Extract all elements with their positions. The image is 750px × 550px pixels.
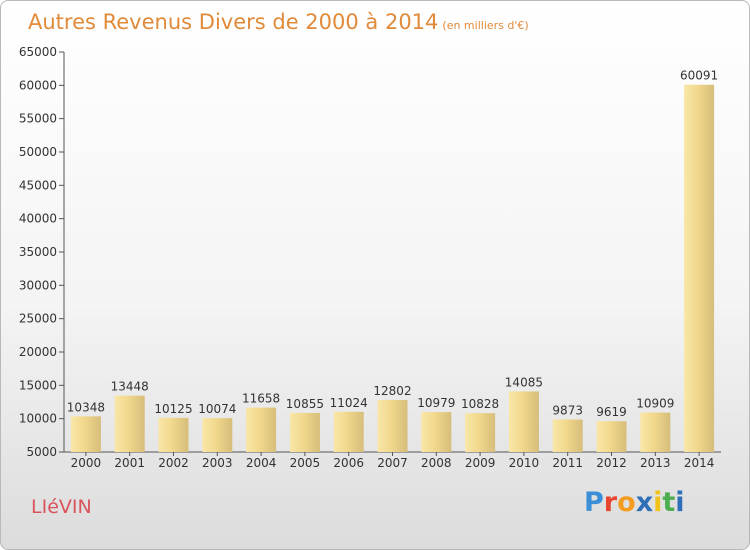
x-tick-label: 2014 xyxy=(684,456,715,470)
chart-bars xyxy=(70,84,715,452)
chart-title-text: Autres Revenus Divers de 2000 à 2014 xyxy=(28,10,439,34)
y-tick-label: 60000 xyxy=(19,78,57,92)
x-tick-label: 2004 xyxy=(246,456,277,470)
bar-2001 xyxy=(114,395,145,452)
data-label: 10855 xyxy=(286,397,324,411)
y-tick-label: 35000 xyxy=(19,245,57,259)
y-tick-label: 25000 xyxy=(19,312,57,326)
y-tick-label: 40000 xyxy=(19,212,57,226)
bar-2014 xyxy=(684,84,715,452)
bar-2003 xyxy=(202,418,233,452)
bar-2002 xyxy=(158,417,189,452)
y-tick-label: 20000 xyxy=(19,345,57,359)
y-tick-label: 30000 xyxy=(19,278,57,292)
chart-unit: (en milliers d'€) xyxy=(442,19,529,32)
x-tick-label: 2008 xyxy=(421,456,452,470)
x-tick-label: 2010 xyxy=(509,456,540,470)
x-tick-label: 2005 xyxy=(290,456,321,470)
city-name: LIéVIN xyxy=(31,496,92,518)
x-tick-label: 2012 xyxy=(596,456,627,470)
chart-labels: 2000 10348 2001 13448 2002 10125 2003 10074 2004… xyxy=(67,69,718,470)
x-tick-label: 2000 xyxy=(71,456,102,470)
bar-2004 xyxy=(246,407,277,452)
bar-2011 xyxy=(552,419,583,452)
data-label: 9619 xyxy=(596,405,627,419)
data-label: 11024 xyxy=(330,396,368,410)
chart-axes: 5000 10000 15000 20000 25000 30000 35000 40000 4… xyxy=(19,45,721,459)
data-label: 10074 xyxy=(198,402,236,416)
data-label: 60091 xyxy=(680,69,718,83)
y-tick-label: 5000 xyxy=(26,445,57,459)
y-tick-label: 15000 xyxy=(19,378,57,392)
x-tick-label: 2011 xyxy=(552,456,583,470)
data-label: 13448 xyxy=(111,380,149,394)
x-tick-label: 2007 xyxy=(377,456,408,470)
data-label: 11658 xyxy=(242,392,280,406)
y-tick-label: 50000 xyxy=(19,145,57,159)
x-tick-label: 2001 xyxy=(114,456,145,470)
bar-2005 xyxy=(289,412,320,452)
bar-2012 xyxy=(596,421,627,452)
data-label: 10828 xyxy=(461,397,499,411)
data-label: 14085 xyxy=(505,375,543,389)
bar-2009 xyxy=(465,413,496,452)
x-tick-label: 2002 xyxy=(158,456,189,470)
proxiti-logo: Proxiti xyxy=(584,487,685,518)
y-tick-label: 10000 xyxy=(19,412,57,426)
chart-title: Autres Revenus Divers de 2000 à 2014 (en … xyxy=(28,10,529,34)
bar-2000 xyxy=(70,416,101,452)
y-tick-label: 55000 xyxy=(19,112,57,126)
data-label: 10125 xyxy=(154,402,192,416)
x-tick-label: 2003 xyxy=(202,456,233,470)
bar-2007 xyxy=(377,399,408,452)
data-label: 9873 xyxy=(552,404,583,418)
x-tick-label: 2013 xyxy=(640,456,671,470)
x-tick-label: 2009 xyxy=(465,456,496,470)
y-tick-label: 65000 xyxy=(19,45,57,59)
data-label: 10979 xyxy=(417,396,455,410)
data-label: 10348 xyxy=(67,400,105,414)
bar-2010 xyxy=(508,391,539,452)
data-label: 10909 xyxy=(636,397,674,411)
y-tick-label: 45000 xyxy=(19,178,57,192)
bar-2008 xyxy=(421,412,452,452)
x-tick-label: 2006 xyxy=(333,456,364,470)
bar-2006 xyxy=(333,411,364,452)
data-label: 12802 xyxy=(373,384,411,398)
bar-2013 xyxy=(640,412,671,452)
